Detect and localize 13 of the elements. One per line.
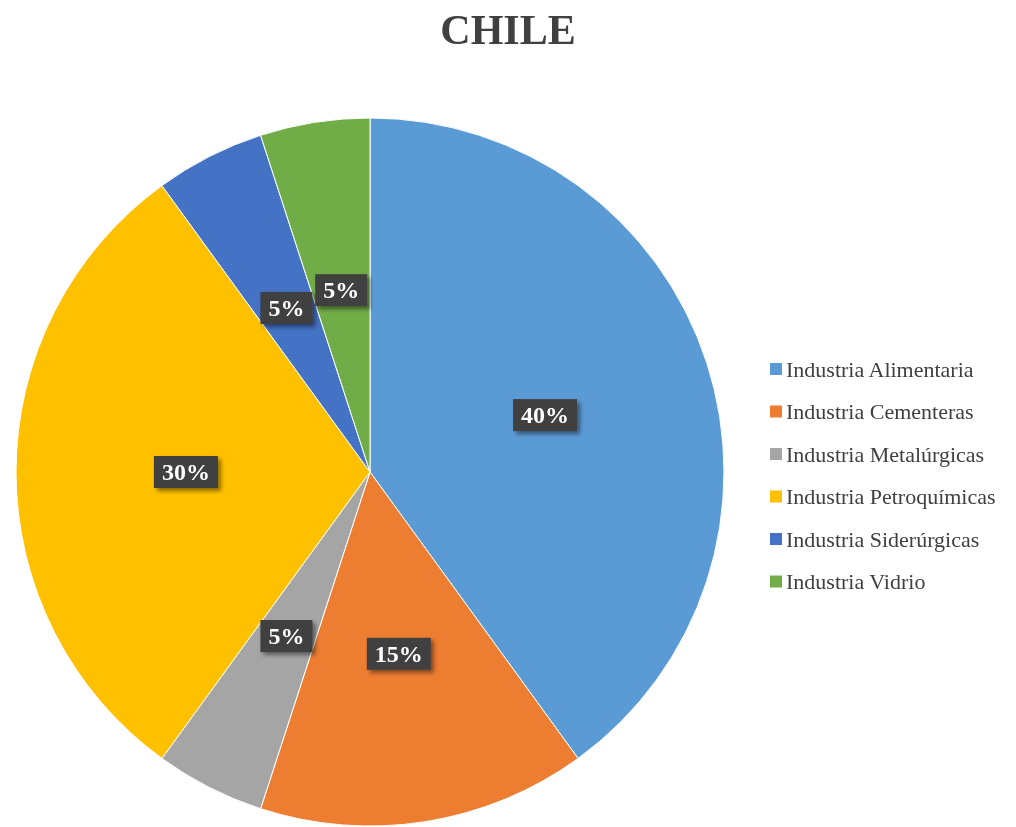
legend-label: Industria Alimentaria [786,356,974,382]
data-label: 5% [323,277,360,304]
legend-label: Industria Cementeras [786,399,974,424]
data-label: 5% [268,623,305,650]
data-label: 30% [161,459,210,485]
legend-label: Industria Vidrio [786,569,926,594]
chart-title: CHILE [440,7,576,53]
data-label: 5% [268,294,305,321]
legend-label: Industria Metalúrgicas [786,441,985,467]
data-label: 15% [374,640,423,667]
data-label: 40% [521,402,570,429]
legend-label: Industria Petroquímicas [786,484,996,509]
legend-label: Industria Siderúrgicas [786,526,980,552]
